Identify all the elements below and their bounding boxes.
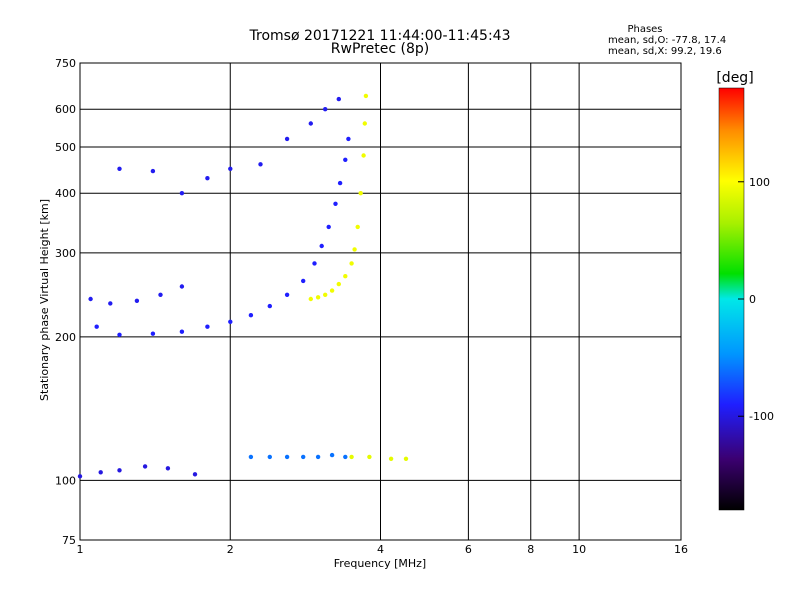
data-point bbox=[77, 474, 83, 479]
x-tick-label: 1 bbox=[77, 543, 84, 556]
data-point bbox=[108, 301, 113, 306]
data-point bbox=[323, 292, 328, 297]
data-point bbox=[150, 168, 156, 174]
data-point bbox=[205, 176, 210, 181]
data-point bbox=[150, 331, 156, 336]
data-point bbox=[362, 121, 367, 126]
y-tick-label: 750 bbox=[55, 57, 76, 70]
data-point bbox=[158, 292, 163, 297]
data-point bbox=[98, 470, 103, 475]
data-point bbox=[337, 180, 343, 186]
data-point bbox=[346, 136, 351, 142]
y-tick-label: 400 bbox=[55, 187, 76, 200]
data-point bbox=[267, 303, 272, 309]
gridlines bbox=[80, 63, 681, 540]
data-point bbox=[284, 454, 290, 460]
data-point bbox=[267, 454, 272, 460]
phases-x-line: mean, sd,X: 99.2, 19.6 bbox=[608, 46, 722, 57]
data-point bbox=[315, 454, 321, 460]
x-tick-label: 6 bbox=[465, 543, 472, 556]
y-tick-label: 200 bbox=[55, 331, 76, 344]
data-point bbox=[165, 466, 171, 471]
data-point bbox=[179, 329, 185, 334]
data-point bbox=[134, 298, 140, 303]
y-tick-label: 600 bbox=[55, 103, 76, 116]
x-tick-label: 10 bbox=[572, 543, 586, 556]
data-point bbox=[205, 324, 210, 329]
x-tick-label: 2 bbox=[227, 543, 234, 556]
data-point bbox=[336, 281, 341, 287]
y-tick-labels: 75 100 200 300 400 500 600 750 bbox=[55, 57, 76, 547]
y-axis-label: Stationary phase Virtual Height [km] bbox=[38, 199, 51, 401]
data-point bbox=[301, 454, 306, 460]
data-point bbox=[308, 296, 313, 302]
chart-title: Tromsø 20171221 11:44:00-11:45:43 bbox=[249, 28, 511, 44]
data-point bbox=[326, 224, 331, 230]
data-point bbox=[258, 162, 263, 167]
colorbar-tick-label: 100 bbox=[749, 176, 770, 189]
data-point bbox=[361, 153, 366, 158]
data-point bbox=[117, 166, 122, 171]
colorbar-tick-label: -100 bbox=[749, 410, 774, 423]
y-tick-label: 100 bbox=[55, 474, 76, 487]
data-point bbox=[284, 292, 290, 297]
data-point bbox=[319, 243, 324, 249]
data-point bbox=[355, 224, 360, 230]
data-point bbox=[228, 319, 233, 324]
data-point bbox=[352, 247, 357, 252]
data-point bbox=[308, 121, 313, 126]
data-point bbox=[284, 136, 290, 142]
data-point bbox=[315, 295, 321, 300]
data-point bbox=[343, 157, 348, 162]
data-point bbox=[343, 454, 348, 460]
plot-area bbox=[77, 62, 682, 541]
data-point bbox=[248, 313, 254, 318]
data-point bbox=[117, 468, 122, 473]
data-point bbox=[142, 464, 148, 469]
data-point bbox=[117, 332, 122, 337]
chart-subtitle: RwPretec (8p) bbox=[331, 41, 429, 57]
data-point bbox=[301, 278, 306, 284]
data-point bbox=[349, 454, 354, 460]
colorbar-label: [deg] bbox=[716, 70, 753, 86]
data-point bbox=[179, 284, 185, 289]
data-point bbox=[336, 96, 341, 102]
colorbar-ticks: 100 0 -100 bbox=[738, 176, 774, 423]
data-point bbox=[363, 93, 369, 99]
phases-heading: Phases bbox=[627, 24, 662, 35]
data-point bbox=[349, 261, 354, 266]
colorbar: [deg] 100 0 -100 bbox=[716, 70, 774, 511]
data-point bbox=[367, 454, 372, 460]
x-axis-label: Frequency [MHz] bbox=[334, 557, 426, 570]
data-point bbox=[192, 472, 198, 477]
x-tick-label: 4 bbox=[377, 543, 384, 556]
data-point bbox=[312, 261, 317, 266]
data-point bbox=[329, 288, 335, 293]
data-point bbox=[388, 456, 394, 461]
phases-o-line: mean, sd,O: -77.8, 17.4 bbox=[608, 35, 726, 46]
data-point bbox=[358, 191, 363, 196]
x-tick-label: 8 bbox=[527, 543, 534, 556]
data-point bbox=[228, 166, 233, 171]
data-point bbox=[179, 191, 185, 196]
y-tick-label: 300 bbox=[55, 247, 76, 260]
data-point bbox=[403, 456, 409, 461]
colorbar-tick-label: 0 bbox=[749, 293, 756, 306]
x-tick-labels: 1 2 4 6 8 10 16 bbox=[77, 543, 689, 556]
data-point bbox=[333, 201, 338, 206]
y-tick-label: 75 bbox=[62, 534, 76, 547]
data-points bbox=[77, 93, 409, 479]
data-point bbox=[329, 452, 335, 458]
x-tick-label: 16 bbox=[674, 543, 688, 556]
y-tick-label: 500 bbox=[55, 141, 76, 154]
data-point bbox=[88, 296, 93, 302]
data-point bbox=[343, 274, 348, 279]
data-point bbox=[248, 454, 254, 460]
data-point bbox=[94, 324, 99, 329]
data-point bbox=[323, 107, 328, 112]
